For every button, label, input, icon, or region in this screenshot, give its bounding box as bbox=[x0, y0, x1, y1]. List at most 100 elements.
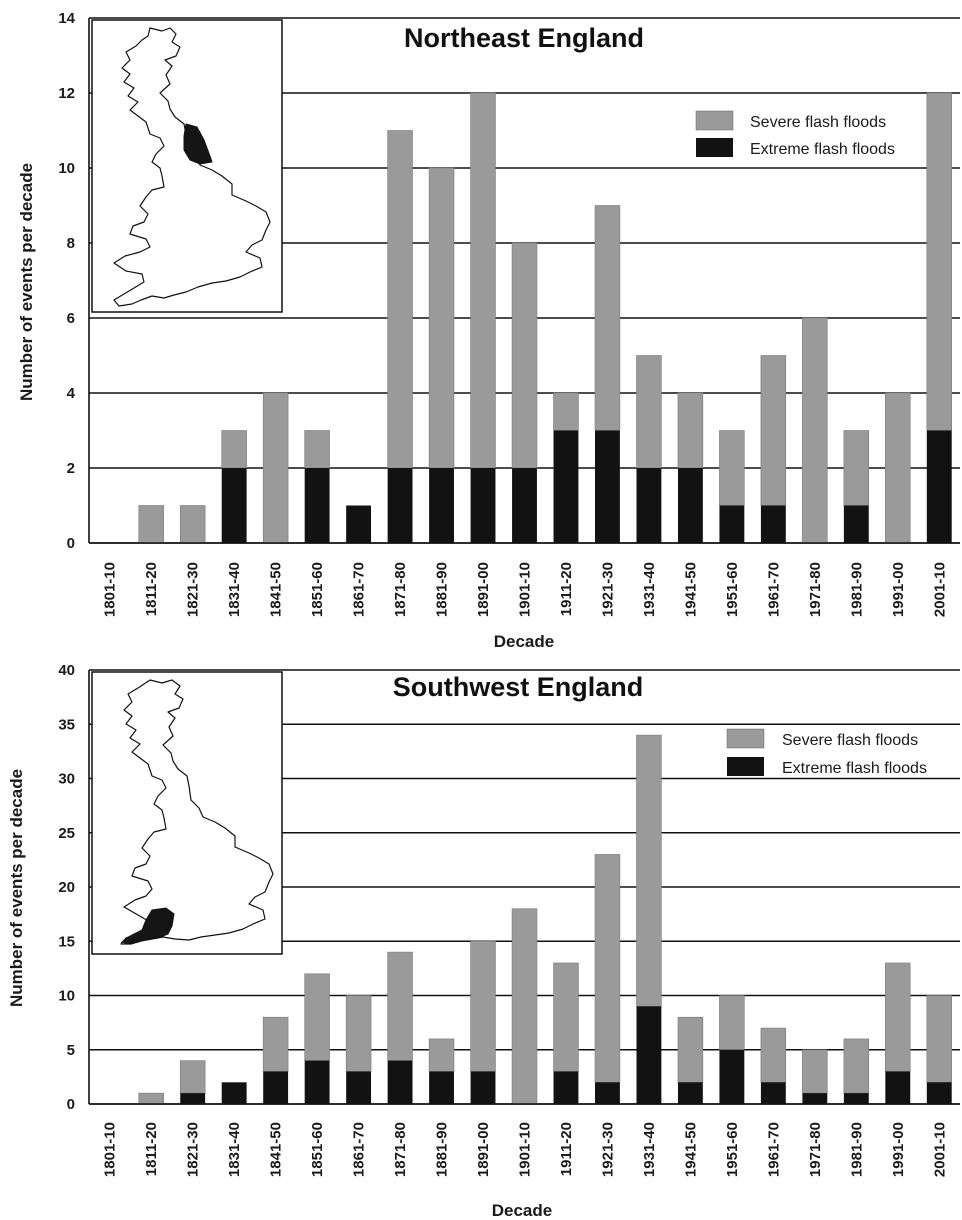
southwest-x-tick-label: 1821-30 bbox=[185, 1122, 202, 1177]
northeast-bar-extreme bbox=[719, 505, 745, 543]
northeast-x-tick-label: 1951-60 bbox=[724, 562, 741, 617]
northeast-x-axis-label: Decade bbox=[494, 632, 554, 651]
northeast-y-ticks: 0 2 4 6 8 10 12 14 bbox=[58, 10, 75, 552]
northeast-y-tick-label: 2 bbox=[67, 460, 75, 477]
southwest-y-tick-label: 5 bbox=[67, 1042, 75, 1059]
northeast-bar-severe bbox=[553, 392, 579, 431]
southwest-bar-extreme bbox=[926, 1082, 952, 1104]
southwest-bar-severe bbox=[470, 940, 496, 1072]
southwest-title: Southwest England bbox=[393, 672, 644, 702]
legend-label-severe: Severe flash floods bbox=[750, 114, 886, 131]
southwest-bar-severe bbox=[926, 995, 953, 1083]
southwest-x-tick-label: 1961-70 bbox=[765, 1122, 782, 1177]
southwest-x-tick-label: 2001-10 bbox=[931, 1122, 948, 1177]
northeast-bar-severe bbox=[926, 92, 953, 431]
northeast-x-tick-label: 1911-20 bbox=[558, 562, 575, 616]
southwest-x-ticks: 1801-10 1811-20 1821-30 1831-40 1841-50 1851-… bbox=[102, 1122, 949, 1177]
northeast-bar-extreme bbox=[429, 468, 454, 543]
southwest-bar-severe bbox=[553, 962, 579, 1072]
northeast-bar-severe bbox=[138, 505, 164, 544]
southwest-bar-severe bbox=[179, 1060, 206, 1094]
southwest-y-tick-label: 35 bbox=[58, 716, 75, 733]
northeast-x-tick-label: 1961-70 bbox=[765, 562, 782, 617]
southwest-bar-severe bbox=[885, 962, 911, 1072]
southwest-y-tick-label: 25 bbox=[58, 825, 75, 842]
northeast-bar-severe bbox=[677, 392, 704, 469]
northeast-bar-severe bbox=[719, 430, 745, 506]
northeast-bar-severe bbox=[885, 392, 911, 544]
southwest-bar-extreme bbox=[470, 1071, 496, 1104]
southwest-x-tick-label: 1871-80 bbox=[392, 1122, 409, 1177]
southwest-x-tick-label: 1941-50 bbox=[682, 1122, 699, 1177]
southwest-x-tick-label: 1841-50 bbox=[268, 1122, 285, 1177]
northeast-x-tick-label: 1831-40 bbox=[226, 562, 243, 617]
northeast-x-tick-label: 1871-80 bbox=[392, 562, 409, 617]
northeast-bar-extreme bbox=[553, 430, 579, 543]
southwest-x-tick-label: 1951-60 bbox=[724, 1122, 741, 1177]
southwest-x-tick-label: 1911-20 bbox=[558, 1122, 575, 1176]
northeast-x-tick-label: 1801-10 bbox=[102, 562, 119, 617]
southwest-legend: Severe flash floods Extreme flash floods bbox=[726, 728, 927, 777]
southwest-x-tick-label: 1921-30 bbox=[599, 1122, 616, 1177]
northeast-bar-severe bbox=[594, 205, 621, 431]
southwest-x-tick-label: 1931-40 bbox=[641, 1122, 658, 1177]
northeast-bar-severe bbox=[179, 505, 206, 544]
southwest-bars bbox=[89, 734, 960, 1105]
northeast-y-tick-label: 12 bbox=[58, 85, 75, 102]
southwest-bar-severe bbox=[138, 1092, 164, 1105]
southwest-bar-severe bbox=[843, 1038, 870, 1094]
northeast-bar-severe bbox=[428, 167, 455, 469]
northeast-y-tick-label: 0 bbox=[67, 535, 75, 552]
southwest-x-tick-label: 1811-20 bbox=[143, 1122, 160, 1176]
southwest-x-tick-label: 1901-10 bbox=[517, 1122, 534, 1177]
southwest-x-tick-label: 1851-60 bbox=[309, 1122, 326, 1177]
northeast-x-tick-label: 1861-70 bbox=[351, 562, 368, 617]
northeast-inset-map bbox=[91, 19, 283, 313]
southwest-bar-extreme bbox=[677, 1082, 703, 1104]
southwest-bar-extreme bbox=[553, 1071, 579, 1104]
southwest-region-highlight bbox=[120, 907, 175, 945]
northeast-x-ticks: 1801-10 1811-20 1821-30 1831-40 1841-50 1851-… bbox=[102, 562, 949, 617]
southwest-bar-extreme bbox=[885, 1071, 911, 1104]
southwest-bar-extreme bbox=[429, 1071, 454, 1104]
southwest-x-tick-label: 1971-80 bbox=[807, 1122, 824, 1177]
northeast-y-tick-label: 4 bbox=[67, 385, 76, 402]
northeast-y-tick-label: 10 bbox=[58, 160, 75, 177]
legend-swatch-severe bbox=[695, 110, 734, 131]
southwest-bar-extreme bbox=[387, 1060, 413, 1104]
northeast-bar-severe bbox=[221, 430, 247, 469]
southwest-bar-severe bbox=[760, 1027, 787, 1083]
northeast-bar-severe bbox=[843, 430, 870, 506]
southwest-x-tick-label: 1801-10 bbox=[102, 1122, 119, 1177]
southwest-bar-extreme bbox=[636, 1006, 662, 1104]
southwest-bar-extreme bbox=[760, 1082, 786, 1104]
legend-swatch-extreme bbox=[727, 757, 764, 776]
northeast-bar-extreme bbox=[221, 468, 247, 543]
southwest-bar-severe bbox=[677, 1016, 704, 1083]
northeast-title: Northeast England bbox=[404, 23, 644, 53]
northeast-x-tick-label: 1981-90 bbox=[848, 562, 865, 617]
southwest-bar-extreme bbox=[843, 1093, 869, 1104]
northeast-bar-severe bbox=[387, 130, 413, 469]
southwest-y-ticks: 0 5 10 15 20 25 30 35 40 bbox=[58, 662, 75, 1113]
northeast-legend: Severe flash floods Extreme flash floods bbox=[695, 110, 895, 158]
northeast-bar-severe bbox=[636, 355, 662, 469]
southwest-bar-severe bbox=[262, 1016, 289, 1072]
great-britain-outline bbox=[113, 27, 271, 307]
southwest-y-tick-label: 20 bbox=[58, 879, 75, 896]
northeast-bar-extreme bbox=[304, 468, 330, 543]
northeast-bar-extreme bbox=[926, 430, 952, 543]
northeast-bar-extreme bbox=[387, 468, 413, 543]
northeast-y-axis-label: Number of events per decade bbox=[17, 163, 36, 401]
southwest-x-tick-label: 1881-90 bbox=[434, 1122, 451, 1177]
northeast-y-tick-label: 6 bbox=[67, 310, 75, 327]
southwest-y-tick-label: 0 bbox=[67, 1096, 75, 1113]
northeast-x-tick-label: 1821-30 bbox=[185, 562, 202, 617]
southwest-bar-severe bbox=[304, 973, 330, 1061]
southwest-inset-map bbox=[91, 671, 283, 955]
southwest-x-tick-label: 1991-00 bbox=[890, 1122, 907, 1177]
northeast-x-tick-label: 1841-50 bbox=[268, 562, 285, 617]
northeast-bar-severe bbox=[262, 392, 289, 544]
northeast-x-tick-label: 1811-20 bbox=[143, 562, 160, 616]
